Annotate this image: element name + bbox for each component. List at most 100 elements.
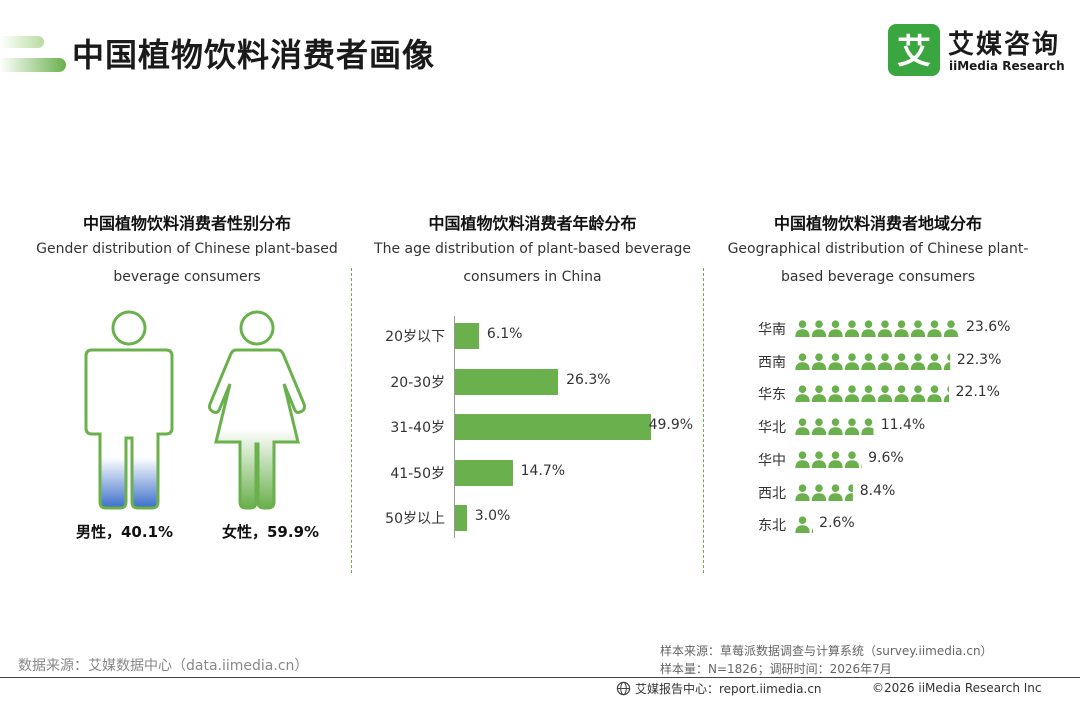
person-icon: [844, 451, 860, 468]
panel-divider-right: [703, 268, 704, 573]
report-center-link[interactable]: 艾媒报告中心：report.iimedia.cn: [616, 680, 822, 697]
age-category-label: 41-50岁: [390, 465, 445, 482]
report-center-text: 艾媒报告中心：report.iimedia.cn: [635, 682, 822, 696]
age-bar: [455, 414, 651, 440]
globe-icon: [616, 681, 631, 696]
region-icon-row: [795, 320, 959, 337]
region-category-label: 华北: [758, 420, 786, 437]
person-icon: [811, 353, 827, 370]
person-icon: [844, 483, 853, 501]
person-icon: [877, 385, 893, 403]
logo-cn-text: 艾媒咨询: [948, 30, 1061, 60]
age-value-label: 3.0%: [474, 508, 511, 524]
age-category-label: 50岁以上: [385, 511, 445, 527]
person-icon: [795, 483, 810, 501]
age-bar: [455, 459, 513, 486]
person-icon: [828, 385, 843, 403]
region-value-label: 11.4%: [880, 417, 926, 434]
person-icon: [943, 320, 959, 337]
male-figure-icon: [84, 310, 174, 510]
person-icon: [927, 320, 942, 337]
region-value-label: 8.4%: [859, 482, 896, 499]
female-label: 女性，59.9%: [222, 523, 320, 541]
person-icon: [795, 353, 810, 370]
person-icon: [795, 385, 810, 403]
person-icon: [828, 483, 843, 501]
age-value-label: 49.9%: [648, 417, 694, 433]
person-icon: [828, 418, 843, 436]
data-source-text: 数据来源：艾媒数据中心（data.iimedia.cn）: [18, 658, 309, 674]
region-chart-title: 中国植物饮料消费者地域分布: [773, 214, 982, 233]
person-icon: [844, 418, 860, 436]
age-bar: [455, 323, 479, 349]
person-icon: [894, 320, 909, 337]
region-icon-row: [795, 451, 863, 468]
region-category-label: 西南: [758, 354, 786, 371]
person-icon: [861, 353, 876, 370]
region-category-label: 西北: [758, 485, 786, 502]
region-category-label: 东北: [758, 518, 786, 535]
gender-chart-subtitle: Gender distribution of Chinese plant-bas…: [36, 241, 338, 285]
panel-divider-left: [351, 268, 352, 573]
person-icon: [894, 385, 909, 403]
person-icon: [828, 353, 843, 370]
person-icon: [844, 353, 860, 370]
age-value-label: 6.1%: [486, 326, 523, 342]
person-icon: [877, 353, 893, 370]
person-icon: [795, 320, 810, 337]
person-icon: [828, 320, 843, 337]
region-value-label: 22.1%: [955, 384, 1000, 401]
logo-mark-glyph: 艾: [897, 32, 931, 72]
region-category-label: 华中: [758, 452, 786, 469]
person-icon: [894, 353, 909, 370]
region-chart-subtitle: Geographical distribution of Chinese pla…: [727, 241, 1029, 285]
region-icon-row: [795, 385, 949, 403]
person-icon: [943, 353, 951, 370]
region-category-label: 华南: [758, 322, 786, 338]
page-title: 中国植物饮料消费者画像: [72, 36, 436, 74]
person-icon: [811, 418, 827, 436]
person-icon: [828, 451, 843, 468]
region-value-label: 9.6%: [868, 449, 904, 466]
age-category-label: 20岁以下: [385, 329, 445, 345]
age-value-label: 26.3%: [566, 371, 611, 388]
age-category-label: 20-30岁: [390, 374, 445, 391]
person-icon: [844, 320, 860, 337]
sample-source-text: 样本来源：草莓派数据调查与计算系统（survey.iimedia.cn）: [660, 644, 993, 658]
person-icon: [910, 385, 926, 403]
title-accent-bar: [0, 36, 66, 74]
iimedia-logo: 艾 艾媒咨询 iiMedia Research: [888, 24, 1068, 76]
region-icon-row: [795, 353, 951, 370]
gender-chart-title: 中国植物饮料消费者性别分布: [82, 214, 291, 233]
person-icon: [910, 353, 926, 370]
logo-mark-icon: 艾: [888, 24, 940, 76]
person-icon: [811, 483, 827, 501]
person-icon: [811, 528, 814, 534]
footer-divider: [0, 677, 1080, 678]
person-icon: [811, 385, 827, 403]
person-icon: [927, 385, 942, 403]
age-bar: [455, 368, 559, 395]
age-chart-subtitle: The age distribution of plant-based beve…: [374, 241, 691, 285]
person-icon: [795, 516, 810, 534]
person-icon: [861, 385, 876, 403]
region-icon-row: [795, 516, 814, 534]
person-icon: [943, 386, 949, 403]
age-value-label: 14.7%: [520, 462, 566, 479]
person-icon: [795, 451, 810, 468]
age-axis-line: [454, 316, 455, 538]
age-category-label: 31-40岁: [390, 420, 445, 436]
logo-en-text: iiMedia Research: [949, 59, 1065, 73]
region-icon-row: [795, 483, 853, 501]
person-icon: [861, 418, 874, 436]
person-icon: [844, 385, 860, 403]
gender-pictogram: [84, 310, 306, 510]
person-icon: [927, 353, 942, 370]
person-icon: [861, 320, 876, 337]
copyright-text: ©2026 iiMedia Research Inc: [872, 681, 1042, 695]
region-value-label: 23.6%: [966, 319, 1011, 335]
region-icon-row: [795, 418, 874, 436]
age-chart-title: 中国植物饮料消费者年龄分布: [428, 214, 637, 233]
person-icon: [795, 418, 810, 436]
region-category-label: 华东: [758, 387, 786, 404]
